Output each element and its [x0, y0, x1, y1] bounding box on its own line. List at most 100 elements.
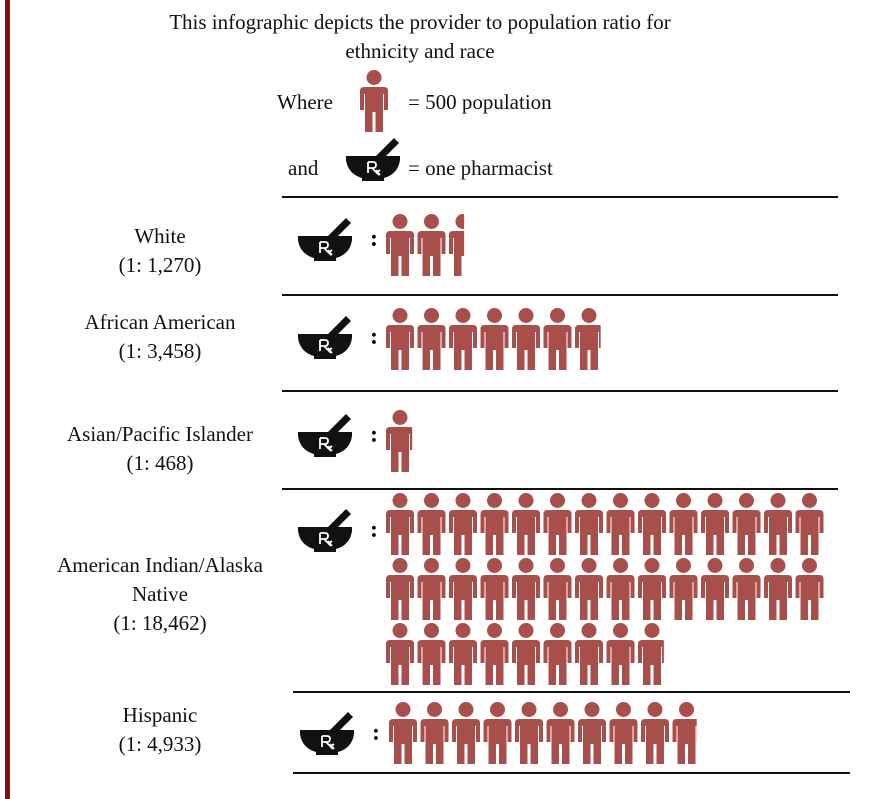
person-body — [449, 231, 465, 276]
person-icon — [452, 702, 480, 764]
person-head — [802, 558, 817, 573]
person-icon — [543, 558, 572, 620]
person-body — [386, 325, 414, 370]
rx-mark — [319, 241, 333, 256]
person-head — [644, 623, 660, 638]
person-icon — [641, 702, 669, 764]
pestle — [376, 138, 399, 160]
person-head — [424, 623, 439, 638]
row-label: African American — [84, 310, 236, 334]
person-head — [455, 493, 471, 508]
person-icon — [512, 623, 540, 685]
person-head — [455, 214, 465, 229]
person-body — [512, 640, 540, 685]
person-icon — [417, 623, 446, 685]
person-head — [647, 702, 663, 717]
person-head — [739, 558, 754, 573]
person-icon — [543, 493, 572, 555]
person-body — [449, 510, 477, 555]
person-body — [512, 575, 540, 620]
rx-mark — [367, 161, 381, 176]
person-icon — [543, 308, 572, 370]
person-body — [480, 640, 509, 685]
row-ratio: (1: 3,458) — [118, 339, 202, 363]
person-head — [581, 493, 597, 508]
rx-mark — [319, 532, 333, 547]
row-ratio: (1: 18,462) — [113, 611, 207, 635]
separator: : — [372, 720, 380, 746]
person-body — [543, 575, 572, 620]
person-icon — [483, 702, 512, 764]
person-icon — [701, 493, 729, 555]
person-icon — [449, 623, 477, 685]
person-body — [480, 575, 509, 620]
person-icon — [480, 558, 509, 620]
person-head — [613, 558, 628, 573]
person-icon — [543, 623, 572, 685]
person-head — [490, 702, 505, 717]
person-head — [550, 623, 565, 638]
person-body — [641, 719, 669, 764]
pestle — [328, 218, 351, 240]
person-body — [417, 325, 446, 370]
person-head — [392, 214, 408, 229]
person-head — [392, 308, 408, 323]
person-body — [638, 575, 666, 620]
legend-text: = one pharmacist — [408, 156, 553, 180]
person-body — [543, 510, 572, 555]
person-icon — [578, 702, 606, 764]
person-body — [420, 719, 449, 764]
person-body — [578, 719, 606, 764]
person-body — [606, 640, 635, 685]
person-head — [584, 702, 600, 717]
person-head — [395, 702, 411, 717]
person-body — [389, 719, 417, 764]
person-icon — [575, 308, 601, 370]
person-head — [366, 70, 382, 85]
person-icon — [575, 493, 603, 555]
person-body — [417, 575, 446, 620]
person-head — [581, 308, 597, 323]
person-head — [550, 558, 565, 573]
person-icon — [795, 558, 824, 620]
person-body — [546, 719, 575, 764]
mortar-icon — [298, 218, 352, 261]
person-head — [707, 558, 723, 573]
rx-mark — [319, 339, 333, 354]
person-icon — [638, 623, 664, 685]
person-body — [701, 510, 729, 555]
person-icon — [609, 702, 638, 764]
person-head — [644, 558, 660, 573]
person-head — [458, 702, 474, 717]
person-body — [417, 640, 446, 685]
person-icon — [512, 493, 540, 555]
person-head — [392, 493, 408, 508]
person-icon — [449, 214, 465, 276]
person-icon — [546, 702, 575, 764]
person-icon — [732, 558, 761, 620]
person-icon — [606, 493, 635, 555]
person-icon — [672, 702, 697, 764]
person-head — [616, 702, 631, 717]
person-icon — [515, 702, 543, 764]
mortar-icon — [300, 712, 354, 755]
person-icon — [575, 623, 603, 685]
person-body — [795, 510, 824, 555]
side-bar — [5, 0, 10, 799]
person-icon — [606, 623, 635, 685]
person-icon — [386, 623, 414, 685]
person-icon — [449, 558, 477, 620]
person-body — [512, 325, 540, 370]
person-head — [581, 558, 597, 573]
person-body — [386, 575, 414, 620]
person-icon — [764, 493, 792, 555]
person-head — [424, 493, 439, 508]
person-body — [575, 575, 603, 620]
person-body — [609, 719, 638, 764]
person-icon — [732, 493, 761, 555]
person-head — [424, 308, 439, 323]
person-body — [764, 575, 792, 620]
person-head — [802, 493, 817, 508]
person-head — [581, 623, 597, 638]
